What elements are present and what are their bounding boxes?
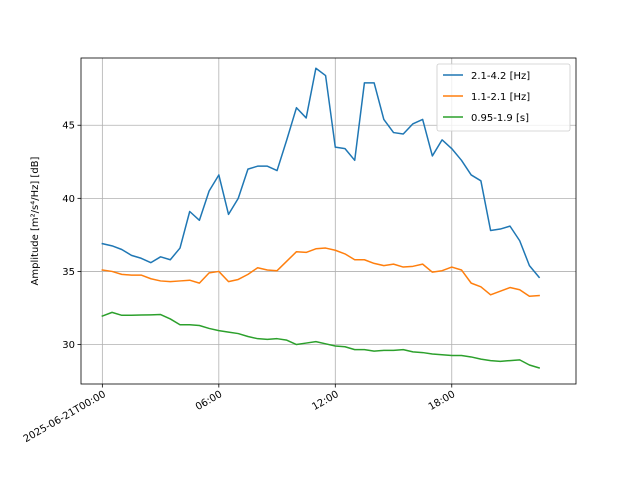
x-tick-label: 2025-06-21T00:00 [22, 389, 108, 445]
series-line-2 [101, 247, 540, 298]
x-tick-label: 18:00 [427, 389, 457, 413]
series-lines [101, 67, 541, 369]
y-tick-label: 30 [62, 340, 75, 351]
x-axis: 2025-06-21T00:00 06:00 12:00 18:00 [22, 384, 457, 445]
plot-frame [80, 57, 577, 385]
y-tick-label: 45 [62, 121, 75, 132]
y-axis-title: Amplitude [m²/s⁴/Hz] [dB] [30, 156, 41, 285]
legend-label: 1.1-2.1 [Hz] [471, 92, 530, 103]
legend: 2.1-4.2 [Hz] 1.1-2.1 [Hz] 0.95-1.9 [s] [436, 63, 571, 132]
x-tick-label: 06:00 [194, 389, 224, 413]
legend-label: 2.1-4.2 [Hz] [471, 71, 530, 82]
y-axis: 30 35 40 45 [62, 121, 81, 351]
x-tick-label: 12:00 [310, 389, 340, 413]
y-tick-label: 35 [62, 267, 75, 278]
legend-box [436, 63, 571, 132]
series-line-1 [101, 67, 541, 279]
y-tick-label: 40 [62, 194, 75, 205]
legend-label: 0.95-1.9 [s] [471, 113, 529, 124]
series-line-3 [101, 311, 541, 369]
